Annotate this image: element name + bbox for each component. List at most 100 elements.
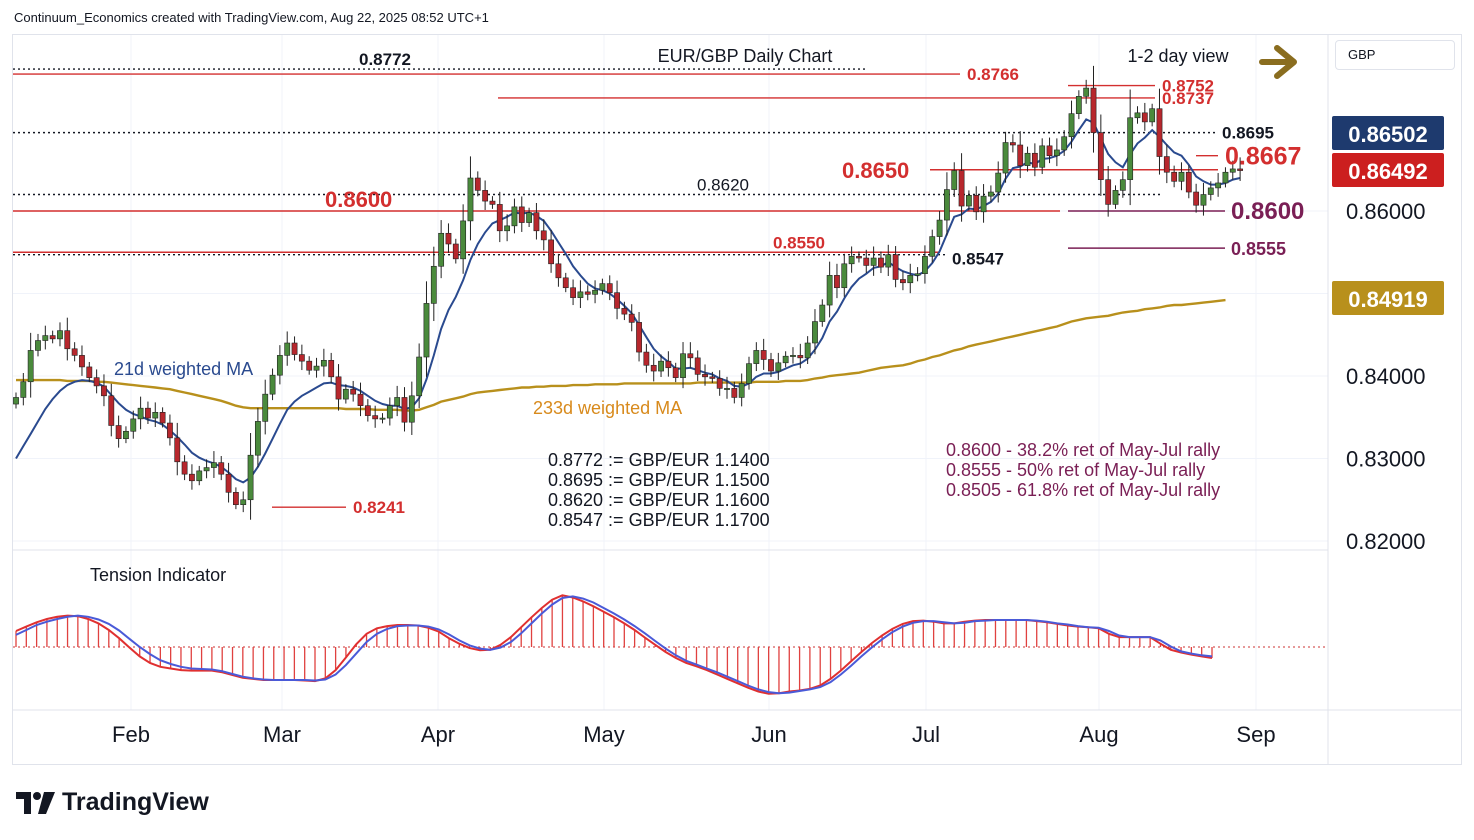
level-label: 0.8737: [1162, 89, 1214, 108]
level-label: 0.8752: [1162, 77, 1214, 96]
candle-body: [738, 383, 745, 398]
candle-body: [1237, 168, 1244, 171]
candle-body: [1171, 171, 1178, 182]
view-arrow-icon: [1259, 45, 1297, 79]
candle-body: [658, 360, 664, 372]
candle-body: [49, 335, 56, 340]
candle-body: [276, 355, 283, 376]
candle-body: [555, 263, 562, 279]
candle-body: [922, 256, 928, 275]
currency-selector[interactable]: GBP: [1335, 40, 1455, 70]
candle-body: [115, 425, 122, 439]
ma233-line: [16, 298, 1226, 412]
price-tag: 0.84919: [1348, 287, 1428, 312]
candle-body: [1222, 171, 1229, 184]
candle-body: [467, 177, 474, 222]
candle-body: [298, 354, 305, 362]
candle-body: [936, 219, 943, 237]
candle-body: [64, 330, 71, 350]
candle-body: [951, 170, 958, 190]
candle-body: [452, 243, 459, 260]
candle-body: [958, 170, 965, 207]
candle-body: [174, 437, 181, 463]
candle-body: [885, 254, 892, 268]
candle-body: [71, 348, 78, 356]
retracement-note: 0.8505 - 61.8% ret of May-Jul rally: [946, 480, 1220, 500]
x-tick-label: Jun: [751, 722, 786, 747]
candle-body: [526, 212, 532, 223]
level-label: 0.8600: [1231, 198, 1304, 225]
candle-body: [1163, 156, 1170, 173]
candle-body: [1009, 142, 1016, 146]
candle-body: [592, 289, 598, 295]
candle-body: [965, 195, 972, 207]
candle-body: [628, 313, 635, 323]
candle-body: [841, 263, 848, 289]
candle-body: [335, 376, 342, 400]
y-tick-label: 0.84000: [1346, 364, 1426, 389]
grid-lines: [13, 35, 1328, 710]
candle-body: [1229, 168, 1236, 173]
candle-body: [709, 376, 716, 379]
candle-body: [1024, 152, 1031, 166]
candle-body: [1083, 87, 1090, 97]
right-arrow-icon: [1259, 45, 1297, 79]
chart-title: EUR/GBP Daily Chart: [658, 46, 833, 66]
x-tick-label: Feb: [112, 722, 150, 747]
candle-body: [57, 330, 63, 340]
candle-body: [614, 292, 620, 309]
candle-body: [233, 492, 239, 506]
candle-body: [518, 206, 525, 223]
candle-body: [819, 304, 826, 322]
candle-body: [878, 257, 884, 268]
candle-body: [914, 273, 921, 276]
candle-body: [1075, 96, 1082, 114]
candle-body: [687, 353, 694, 359]
level-label: 0.8550: [773, 233, 825, 252]
candle-body: [1061, 136, 1068, 151]
candle-body: [430, 265, 437, 304]
ma21-label: 21d weighted MA: [114, 359, 253, 379]
tradingview-logo: TradingView: [16, 788, 209, 817]
y-tick-label: 0.82000: [1346, 529, 1426, 554]
candle-body: [621, 308, 628, 315]
candle-body: [1149, 108, 1156, 123]
candle-body: [86, 366, 93, 378]
level-label: 0.8772: [359, 50, 411, 69]
candle-body: [584, 291, 591, 295]
y-tick-label: 0.83000: [1346, 447, 1426, 472]
candle-body: [1215, 182, 1222, 189]
logo-text: TradingView: [62, 788, 209, 816]
candle-body: [1141, 112, 1148, 123]
candle-body: [753, 350, 760, 364]
price-tag-bg: [1332, 116, 1444, 150]
candle-body: [1046, 145, 1053, 157]
candle-body: [240, 499, 247, 505]
x-tick-label: Jul: [912, 722, 940, 747]
price-tag-bg: [1332, 153, 1444, 187]
candle-body: [328, 360, 335, 378]
candle-body: [870, 257, 877, 266]
candle-body: [760, 350, 767, 360]
candle-body: [680, 353, 686, 378]
retracement-note: 0.8600 - 38.2% ret of May-Jul rally: [946, 440, 1220, 460]
candle-body: [1200, 194, 1207, 206]
candle-body: [1105, 179, 1112, 205]
x-tick-label: Sep: [1236, 722, 1275, 747]
candle-body: [1068, 113, 1075, 138]
candle-body: [812, 321, 818, 344]
candle-body: [13, 397, 19, 405]
candle-body: [1207, 187, 1214, 195]
level-label: 0.8547: [952, 250, 1004, 269]
tension-indicator-pane: [13, 594, 1328, 695]
chart-subtitle: 1-2 day view: [1127, 46, 1229, 66]
candle-body: [42, 335, 49, 341]
candle-body: [27, 350, 34, 383]
candle-body: [1178, 171, 1185, 182]
conversion-note: 0.8772 := GBP/EUR 1.1400: [548, 450, 770, 470]
candle-body: [702, 374, 708, 378]
candle-body: [716, 378, 723, 389]
candle-body: [386, 405, 393, 419]
